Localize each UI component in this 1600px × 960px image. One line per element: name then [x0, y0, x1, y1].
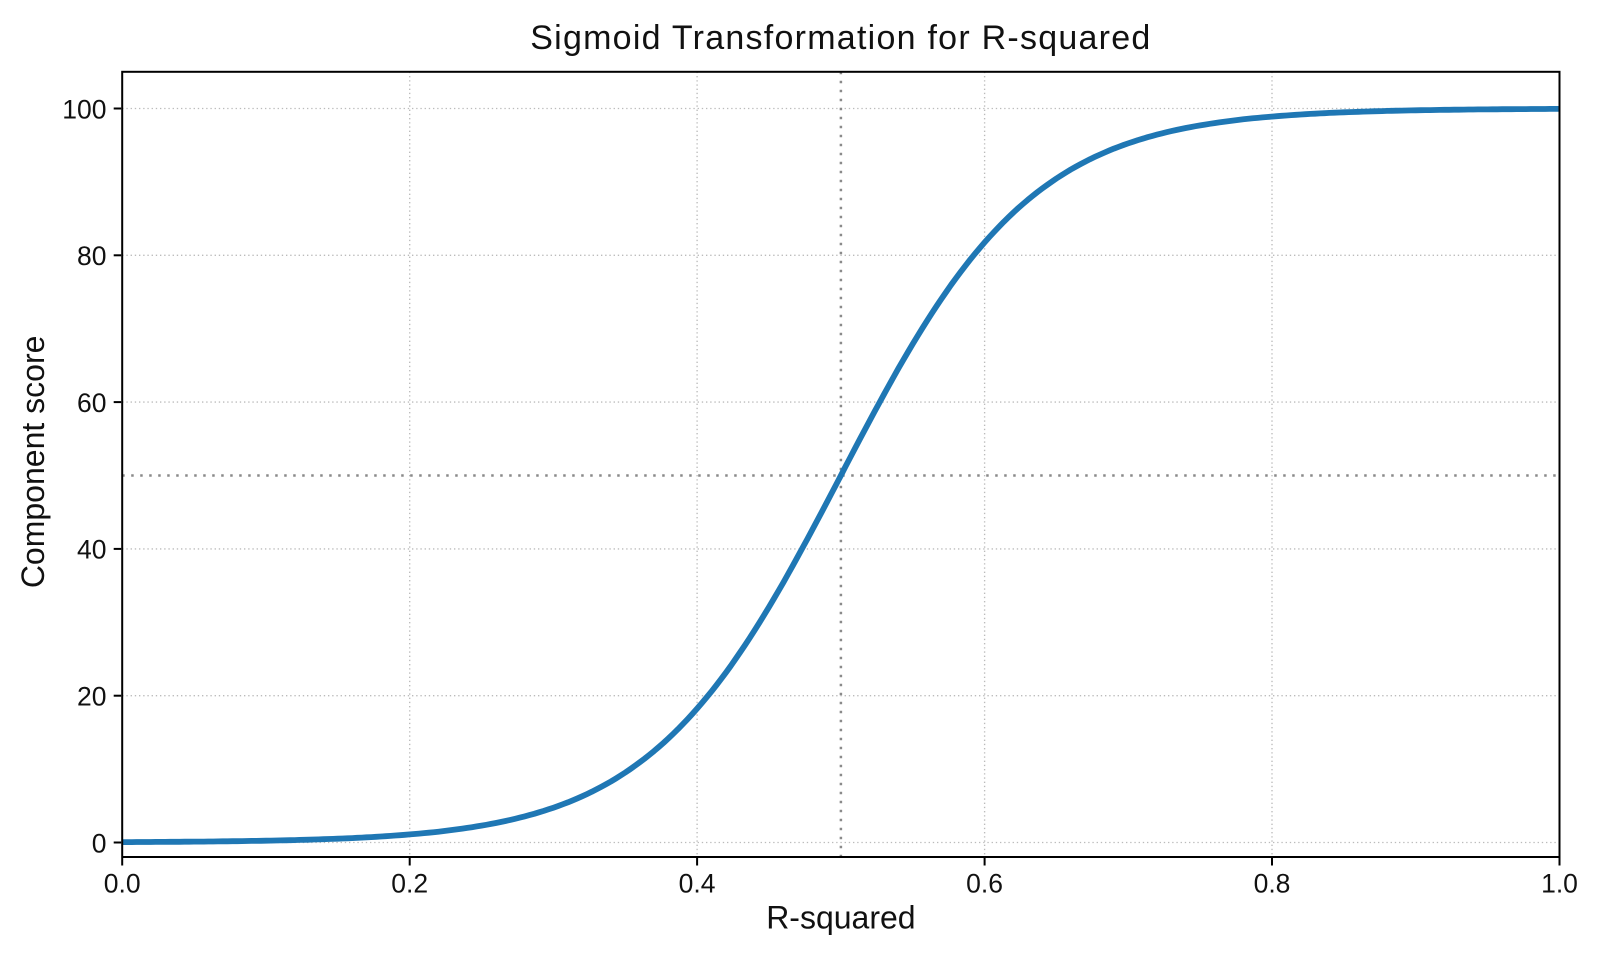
- svg-text:Sigmoid Transformation for R-s: Sigmoid Transformation for R-squared: [530, 19, 1151, 57]
- svg-text:60: 60: [77, 388, 106, 418]
- svg-text:0.0: 0.0: [104, 868, 141, 898]
- svg-text:0.2: 0.2: [391, 868, 428, 898]
- svg-text:20: 20: [77, 682, 106, 712]
- svg-text:1.0: 1.0: [1541, 868, 1578, 898]
- svg-text:0.4: 0.4: [679, 868, 716, 898]
- svg-text:Component score: Component score: [15, 336, 51, 589]
- svg-text:100: 100: [62, 94, 106, 124]
- svg-text:0.8: 0.8: [1254, 868, 1291, 898]
- svg-text:40: 40: [77, 535, 106, 565]
- svg-text:0: 0: [92, 828, 107, 858]
- svg-text:0.6: 0.6: [966, 868, 1003, 898]
- svg-text:R-squared: R-squared: [766, 900, 915, 936]
- svg-text:80: 80: [77, 241, 106, 271]
